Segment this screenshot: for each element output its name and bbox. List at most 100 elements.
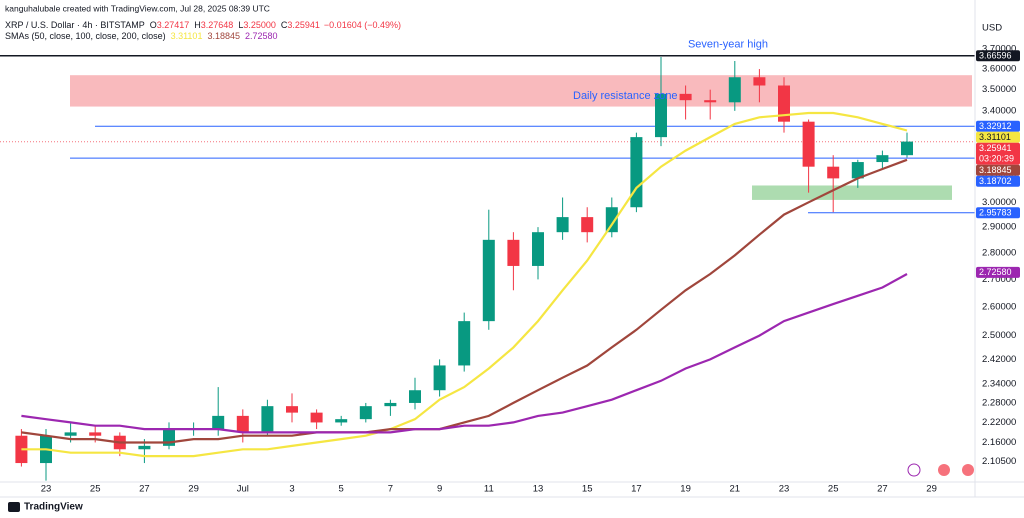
- y-tick-label: 2.70000: [982, 274, 1016, 285]
- candle-body: [802, 121, 815, 167]
- price-badge: [976, 266, 1020, 278]
- sma-value: 3.18845: [207, 31, 240, 41]
- candle-body: [236, 415, 249, 433]
- candle-body: [138, 445, 151, 450]
- candle-body: [778, 85, 790, 122]
- x-tick-label: 17: [631, 484, 642, 495]
- candle-body: [581, 217, 594, 233]
- x-tick-label: 13: [533, 484, 544, 495]
- price-badge-label: 2.72580: [979, 267, 1012, 277]
- sma-line: SMAs (50, close, 100, close, 200, close)…: [5, 31, 278, 41]
- candle-body: [630, 137, 643, 208]
- y-tick-label: 2.10500: [982, 456, 1016, 467]
- price-badge-label: 2.95783: [979, 207, 1012, 217]
- ohlc-key: C: [281, 20, 288, 30]
- price-badge-label: 3.25941: [979, 143, 1012, 153]
- y-tick-label: 2.80000: [982, 247, 1016, 258]
- candle-body: [753, 77, 766, 86]
- y-tick-label: 2.90000: [982, 222, 1016, 233]
- symbol-line: XRP / U.S. Dollar · 4h · BITSTAMP O3.2741…: [5, 20, 401, 30]
- chart-icons: [907, 463, 974, 477]
- ohlc-value: 3.27417: [157, 20, 190, 30]
- ohlc-key: H: [194, 20, 201, 30]
- candle-body: [212, 415, 225, 430]
- candle-body: [605, 207, 618, 233]
- candle-body: [704, 100, 717, 103]
- watermark-logo: [8, 502, 20, 512]
- x-tick-label: 9: [437, 484, 442, 495]
- candle-body: [261, 406, 274, 433]
- zone: [70, 75, 972, 107]
- x-tick-label: 23: [41, 484, 52, 495]
- candle-body: [310, 412, 323, 423]
- price-badge: [976, 207, 1020, 219]
- candle-body: [359, 406, 372, 420]
- price-line-label: Seven-year high: [688, 39, 768, 51]
- candle-body: [286, 406, 298, 413]
- y-tick-label: 3.60000: [982, 64, 1016, 75]
- x-tick-label: 3: [289, 484, 294, 495]
- candle-body: [901, 141, 913, 156]
- price-badge: [976, 142, 1020, 165]
- y-tick-label: 2.16000: [982, 437, 1016, 448]
- currency: USD: [982, 23, 1002, 34]
- candle-body: [433, 365, 446, 391]
- candle-body: [458, 321, 471, 366]
- x-tick-label: 25: [90, 484, 101, 495]
- candle-body: [728, 77, 741, 103]
- moving-average: [21, 273, 908, 434]
- symbol: XRP / U.S. Dollar · 4h · BITSTAMP: [5, 20, 145, 30]
- y-tick-label: 3.50000: [982, 84, 1016, 95]
- ohlc-key: O: [150, 20, 157, 30]
- x-tick-label: 11: [484, 484, 494, 495]
- candle-body: [851, 162, 864, 179]
- candle-body: [409, 390, 421, 403]
- candle-body: [655, 93, 667, 138]
- x-tick-label: 23: [779, 484, 790, 495]
- sma-label: SMAs (50, close, 100, close, 200, close): [5, 31, 166, 41]
- y-tick-label: 2.42000: [982, 354, 1016, 365]
- price-badge-label: 3.18845: [979, 165, 1012, 175]
- zone-label: Daily resistance zone: [573, 90, 678, 102]
- x-tick-label: 19: [680, 484, 691, 495]
- x-tick-label: 21: [730, 484, 741, 495]
- y-tick-label: 3.00000: [982, 197, 1016, 208]
- candle-body: [384, 402, 397, 407]
- moving-average: [21, 111, 908, 458]
- x-tick-label: 15: [582, 484, 593, 495]
- candle-body: [89, 432, 102, 436]
- price-badge-label: 3.31101: [979, 132, 1011, 142]
- candle-body: [482, 239, 495, 322]
- price-badge: [976, 120, 1020, 132]
- change: −0.01604 (−0.49%): [324, 20, 401, 30]
- y-tick-label: 2.34000: [982, 378, 1016, 389]
- price-badge: [976, 164, 1020, 176]
- candle-body: [679, 93, 692, 101]
- moving-average: [21, 158, 908, 444]
- sma-value: 3.31101: [171, 31, 203, 41]
- ohlc-key: L: [238, 20, 243, 30]
- candle-body: [507, 239, 520, 266]
- x-tick-label: 29: [926, 484, 937, 495]
- candle-body: [556, 217, 569, 233]
- price-badge: [976, 175, 1020, 187]
- brand: TradingView: [24, 502, 83, 513]
- countdown: 03:20:39: [979, 154, 1014, 164]
- price-badge: [976, 50, 1020, 62]
- y-tick-label: 2.50000: [982, 330, 1016, 341]
- candle-body: [532, 232, 544, 266]
- price-badge-label: 3.66596: [979, 50, 1012, 60]
- ohlc-value: 3.25000: [243, 20, 276, 30]
- candle-body: [64, 432, 77, 436]
- y-tick-label: 2.60000: [982, 301, 1016, 312]
- price-badge: [976, 131, 1020, 143]
- y-tick-label: 3.40000: [982, 105, 1016, 116]
- candle-body: [876, 155, 889, 163]
- candle-body: [335, 419, 348, 423]
- x-tick-label: 27: [877, 484, 888, 495]
- price-badge-label: 3.32912: [979, 121, 1012, 131]
- x-tick-label: 25: [828, 484, 839, 495]
- x-tick-label: Jul: [237, 484, 249, 495]
- x-tick-label: 29: [188, 484, 199, 495]
